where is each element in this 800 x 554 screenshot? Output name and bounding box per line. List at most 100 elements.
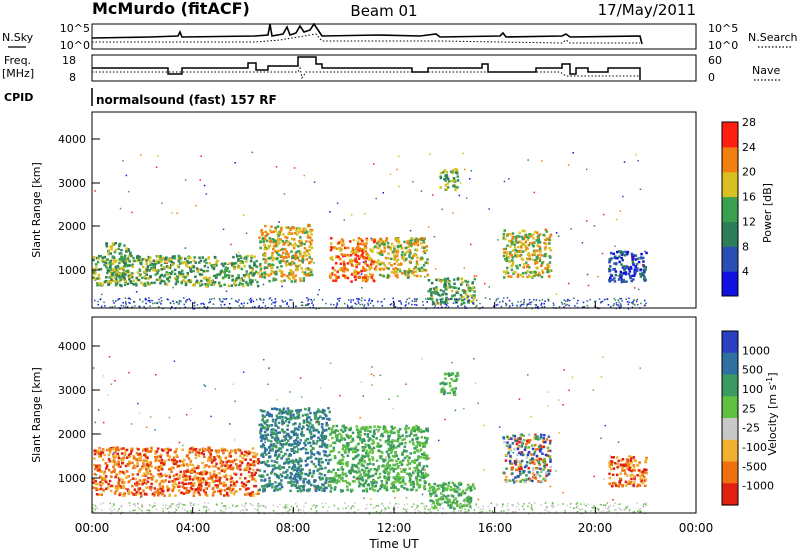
data-cell [467, 301, 470, 304]
data-cell [345, 426, 348, 429]
data-cell [262, 415, 265, 418]
scatter-cell [530, 301, 533, 303]
data-cell [137, 278, 141, 282]
data-cell [146, 277, 150, 280]
data-cell [354, 249, 357, 252]
data-cell [318, 488, 321, 492]
speckle-cell [281, 285, 283, 288]
speckle-cell [313, 262, 315, 264]
data-cell [524, 233, 527, 237]
data-cell [444, 301, 447, 305]
data-cell [204, 277, 208, 281]
data-cell [281, 475, 284, 478]
data-cell [176, 280, 179, 284]
data-cell [377, 449, 381, 452]
data-cell [334, 429, 338, 432]
data-cell [143, 270, 147, 273]
scatter-cell [607, 304, 610, 306]
data-cell [155, 479, 159, 482]
data-cell [330, 480, 333, 483]
data-cell [99, 487, 103, 490]
data-cell [319, 415, 322, 418]
data-cell [146, 456, 149, 460]
data-cell [369, 468, 373, 471]
data-cell [134, 493, 138, 496]
scatter-cell [413, 298, 416, 300]
data-cell [306, 463, 309, 466]
data-cell [250, 256, 253, 260]
data-cell [389, 444, 392, 447]
data-cell [283, 439, 286, 442]
data-cell [189, 279, 193, 282]
data-cell [138, 479, 142, 482]
data-cell [354, 259, 357, 263]
data-cell [269, 440, 273, 443]
data-cell [182, 473, 186, 476]
data-cell [365, 257, 369, 260]
speckle-cell [635, 153, 637, 156]
data-cell [256, 468, 259, 472]
speckle-cell [409, 229, 412, 232]
scatter-cell [249, 297, 252, 300]
data-cell [302, 486, 305, 489]
data-cell [280, 255, 283, 258]
data-cell [335, 481, 338, 485]
data-cell [238, 254, 242, 258]
speckle-cell [581, 242, 584, 244]
speckle-cell [433, 235, 436, 238]
scatter-cell [645, 302, 647, 304]
data-cell [334, 279, 338, 282]
speckle-cell [283, 193, 286, 195]
data-cell [269, 256, 272, 260]
data-cell [223, 283, 226, 286]
data-cell [107, 249, 111, 252]
scatter-cell [350, 299, 352, 301]
scatter-cell [193, 302, 195, 305]
data-cell [118, 478, 121, 482]
data-cell [276, 488, 279, 492]
data-cell [310, 273, 314, 277]
data-cell [326, 417, 329, 421]
data-cell [322, 483, 325, 487]
scatter-cell [406, 298, 408, 301]
data-cell [266, 433, 269, 437]
data-cell [295, 229, 298, 232]
data-cell [502, 254, 506, 258]
data-cell [349, 435, 352, 439]
data-cell [391, 431, 394, 434]
data-cell [419, 274, 422, 278]
data-cell [298, 227, 302, 230]
data-cell [201, 461, 204, 465]
data-cell [232, 265, 235, 268]
data-cell [203, 259, 206, 263]
data-cell [397, 238, 400, 241]
scatter-cell [508, 299, 511, 302]
data-cell [355, 263, 358, 267]
data-cell [104, 477, 107, 480]
data-cell [424, 436, 427, 440]
data-cell [393, 455, 396, 458]
data-cell [166, 454, 169, 457]
nsearch-trace [92, 33, 640, 44]
data-cell [387, 454, 390, 457]
data-cell [351, 480, 355, 483]
data-cell [367, 439, 370, 442]
data-cell [300, 242, 303, 245]
data-cell [194, 453, 198, 456]
data-cell [101, 458, 105, 461]
power-panel: 1000 2000 3000 4000 Slant Range [km] 481… [30, 111, 774, 310]
data-cell [241, 261, 245, 264]
data-cell [158, 258, 161, 261]
data-cell [296, 416, 299, 420]
data-cell [303, 242, 306, 246]
data-cell [106, 258, 109, 261]
data-cell [113, 460, 116, 464]
data-cell [548, 261, 552, 264]
data-cell [126, 475, 129, 478]
data-cell [423, 481, 427, 484]
data-cell [453, 278, 456, 281]
data-cell [278, 230, 281, 234]
scatter-cell [621, 300, 623, 302]
data-cell [316, 484, 319, 488]
data-cell [385, 470, 388, 473]
